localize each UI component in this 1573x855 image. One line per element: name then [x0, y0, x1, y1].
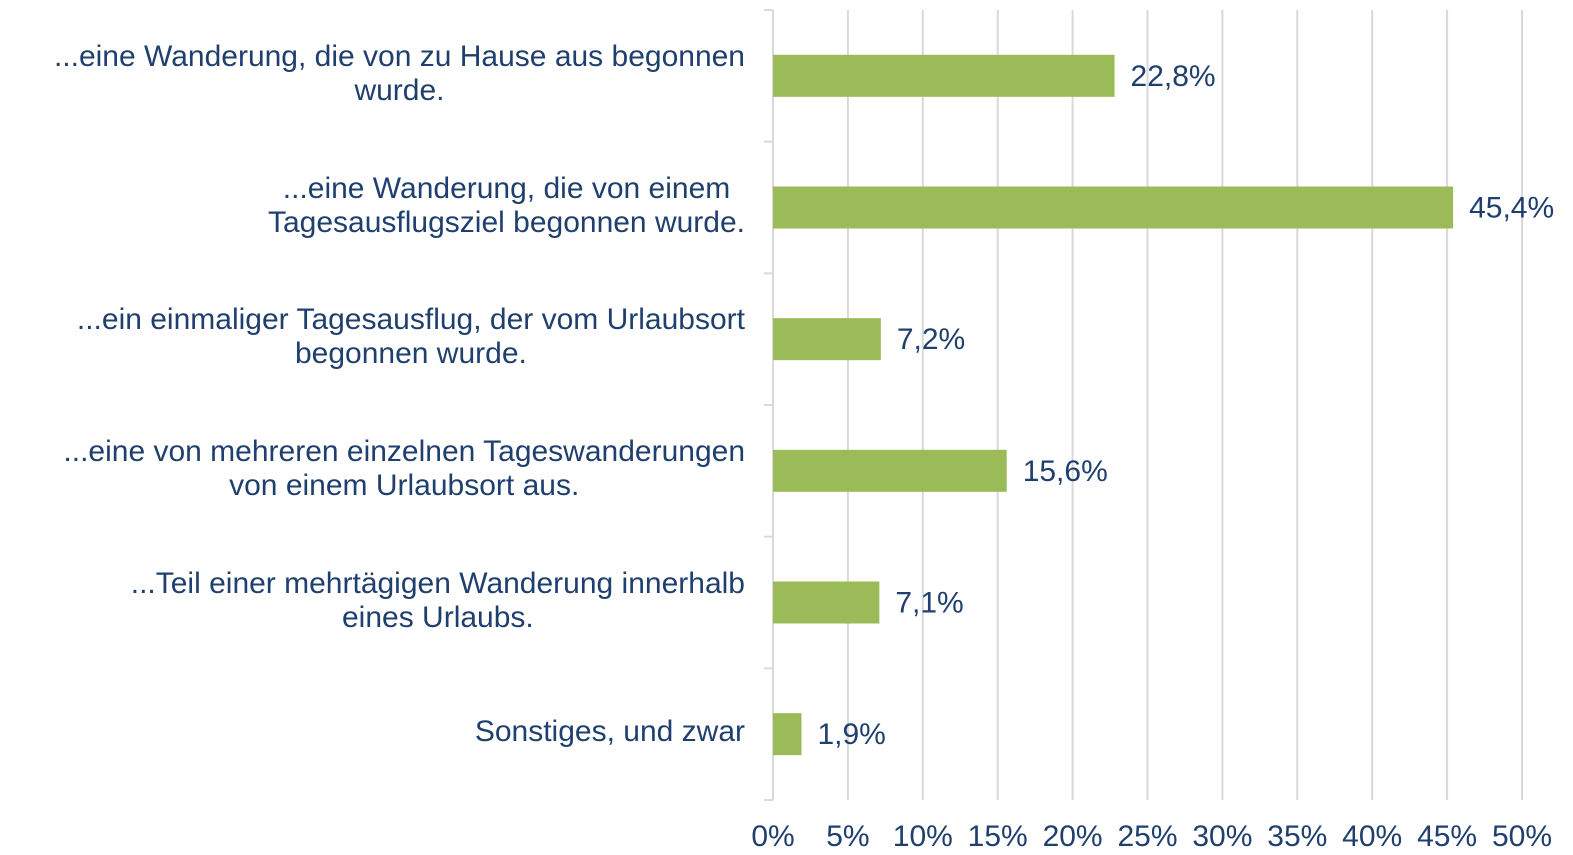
value-label: 15,6% [1023, 455, 1108, 488]
value-label: 45,4% [1469, 191, 1554, 224]
bar [773, 318, 881, 361]
x-tick-label: 30% [1192, 820, 1252, 853]
x-tick-label: 25% [1117, 820, 1177, 853]
x-tick-label: 20% [1043, 820, 1103, 853]
y-tick-label: ...Teil einer mehrtägigen Wanderung inne… [130, 566, 745, 634]
x-tick-label: 40% [1342, 820, 1402, 853]
x-tick-label: 5% [826, 820, 869, 853]
y-tick-label: ...eine Wanderung, die von einem Tagesau… [268, 171, 745, 239]
bar [773, 713, 802, 756]
x-tick-label: 10% [893, 820, 953, 853]
bar [773, 449, 1007, 492]
bar [773, 186, 1454, 229]
x-tick-label: 50% [1492, 820, 1552, 853]
value-label: 7,2% [897, 323, 965, 356]
value-label: 7,1% [895, 586, 963, 619]
y-tick-label: ...ein einmaliger Tagesausflug, der vom … [76, 303, 745, 371]
bar [773, 54, 1115, 97]
x-tick-label: 35% [1267, 820, 1327, 853]
x-tick-label: 45% [1417, 820, 1477, 853]
value-label: 22,8% [1131, 60, 1216, 93]
value-label: 1,9% [817, 718, 885, 751]
y-tick-label: ...eine von mehreren einzelnen Tageswand… [63, 434, 745, 502]
bar [773, 581, 880, 624]
y-tick-label: Sonstiges, und zwar [474, 715, 745, 749]
y-tick-label: ...eine Wanderung, die von zu Hause aus … [53, 39, 745, 107]
x-tick-label: 0% [751, 820, 794, 853]
x-tick-label: 15% [968, 820, 1028, 853]
